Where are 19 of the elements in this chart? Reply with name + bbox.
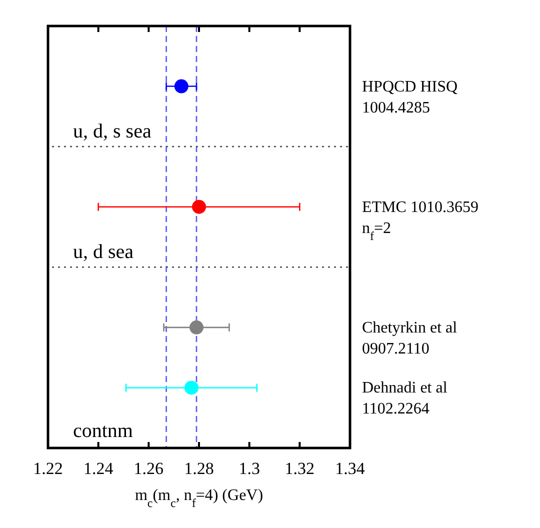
point (192, 200, 206, 214)
point (174, 79, 188, 94)
point (189, 320, 204, 334)
x-tick-label: 1.28 (184, 459, 214, 478)
y-tick-label: HPQCD HISQ 1004.4285 (362, 78, 458, 116)
x-axis-title: m$_{c}$(m$_{c}$, n$_{f}$=4) (GeV) (134, 487, 264, 510)
x-tick-label: 1.26 (134, 459, 164, 478)
annotation: u, d sea (73, 241, 134, 264)
point (184, 380, 198, 395)
y-tick-label: Dehnadi et al 1102.2264 (362, 380, 448, 418)
x-tick-label: 1.3 (238, 459, 260, 478)
x-tick-label: 1.34 (335, 459, 366, 478)
y-tick-label: Chetyrkin et al 0907.2110 (362, 319, 458, 358)
y-tick-label: ETMC 1010.3659 n$_{f}$=2 (362, 198, 478, 243)
x-tick-label: 1.22 (33, 459, 63, 478)
annotation: contnm (73, 420, 134, 442)
annotation: u, d, s sea (73, 120, 152, 143)
x-tick-label: 1.24 (83, 459, 114, 478)
x-tick-label: 1.32 (284, 459, 315, 478)
